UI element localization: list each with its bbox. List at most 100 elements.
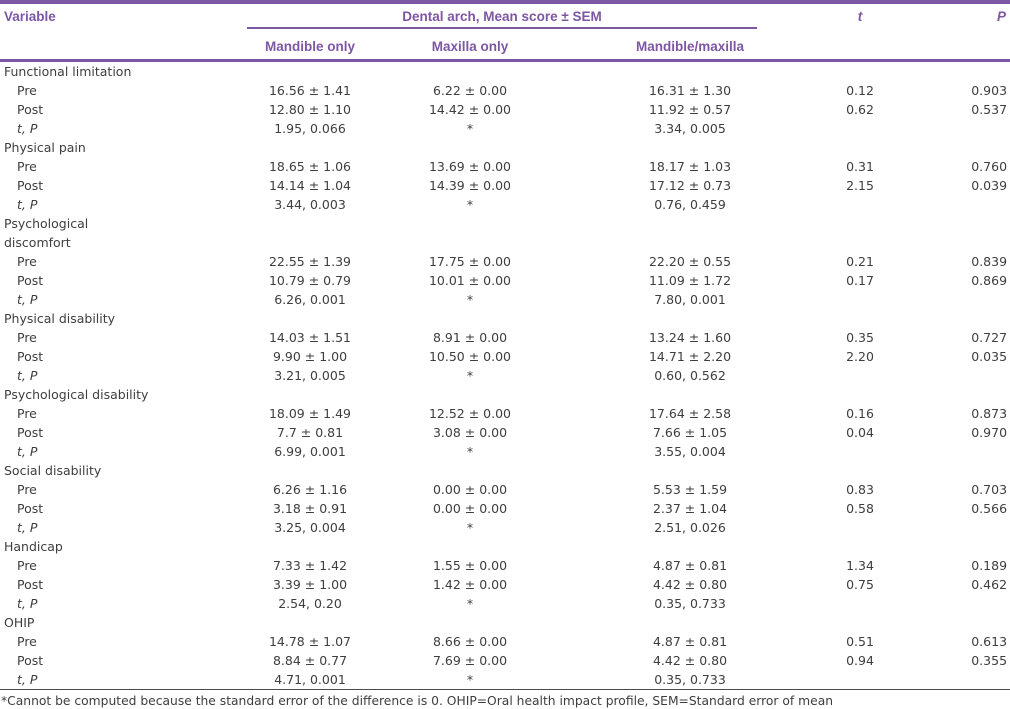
header-p: P xyxy=(905,2,1010,62)
cell: 14.78 ± 1.07 xyxy=(268,634,352,649)
cell: 18.09 ± 1.49 xyxy=(268,406,352,421)
cell: 17.75 ± 0.00 xyxy=(428,254,512,269)
cell: 0.839 xyxy=(971,254,1008,269)
cell: 0.00 ± 0.00 xyxy=(432,482,508,497)
table-footnote: *Cannot be computed because the standard… xyxy=(1,694,834,708)
cell: 2.20 xyxy=(846,349,874,364)
cell: 18.65 ± 1.06 xyxy=(268,159,352,174)
row-label: t, P xyxy=(17,197,38,212)
cell xyxy=(815,119,905,138)
table-header: Variable Dental arch, Mean score ± SEM t… xyxy=(0,2,1010,62)
cell xyxy=(905,366,1010,385)
cell: 17.64 ± 2.58 xyxy=(648,406,732,421)
cell: 17.12 ± 0.73 xyxy=(648,178,732,193)
row-label: Pre xyxy=(17,558,37,573)
section-label-row: OHIP xyxy=(0,613,1010,632)
cell xyxy=(815,518,905,537)
cell: 0.17 xyxy=(846,273,874,288)
header-t: t xyxy=(815,2,906,62)
row-label: Pre xyxy=(17,406,37,421)
section-label-row: Handicap xyxy=(0,537,1010,556)
cell xyxy=(905,119,1010,138)
cell: 0.613 xyxy=(971,634,1008,649)
cell: 22.55 ± 1.39 xyxy=(268,254,352,269)
cell: 0.35 xyxy=(846,330,874,345)
cell: * xyxy=(466,197,474,212)
cell: * xyxy=(466,520,474,535)
cell: 0.04 xyxy=(846,425,874,440)
header-sub-maxilla-only: Maxilla only xyxy=(375,33,565,62)
cell: 14.39 ± 0.00 xyxy=(428,178,512,193)
cell: 10.50 ± 0.00 xyxy=(428,349,512,364)
cell: 4.71, 0.001 xyxy=(274,672,346,687)
cell xyxy=(905,670,1010,690)
cell: 3.39 ± 1.00 xyxy=(272,577,348,592)
section-label: Psychological disability xyxy=(4,387,149,402)
cell: 3.21, 0.005 xyxy=(274,368,346,383)
cell: 0.537 xyxy=(971,102,1008,117)
cell: 9.90 ± 1.00 xyxy=(272,349,348,364)
data-row: t, P 6.26, 0.001 * 7.80, 0.001 xyxy=(0,290,1010,309)
cell: 0.21 xyxy=(846,254,874,269)
data-row: Post 10.79 ± 0.79 10.01 ± 0.00 11.09 ± 1.72… xyxy=(0,271,1010,290)
data-row: t, P 3.21, 0.005 * 0.60, 0.562 xyxy=(0,366,1010,385)
row-label: Pre xyxy=(17,330,37,345)
cell: 7.80, 0.001 xyxy=(654,292,726,307)
row-label: Pre xyxy=(17,254,37,269)
section-label: Handicap xyxy=(4,539,63,554)
cell: 0.039 xyxy=(971,178,1008,193)
cell: 8.91 ± 0.00 xyxy=(432,330,508,345)
cell: 7.69 ± 0.00 xyxy=(432,653,508,668)
cell: 0.462 xyxy=(971,577,1008,592)
cell: 6.26, 0.001 xyxy=(274,292,346,307)
cell xyxy=(815,366,905,385)
cell: 0.58 xyxy=(846,501,874,516)
data-row: Post 7.7 ± 0.81 3.08 ± 0.00 7.66 ± 1.05 0.04… xyxy=(0,423,1010,442)
cell: 14.03 ± 1.51 xyxy=(268,330,352,345)
cell: 1.95, 0.066 xyxy=(274,121,346,136)
section-label-row: Functional limitation xyxy=(0,61,1010,82)
header-row-2: Mandible only Maxilla only Mandible/maxi… xyxy=(0,33,1010,62)
row-label: t, P xyxy=(17,292,38,307)
cell: 13.24 ± 1.60 xyxy=(648,330,732,345)
cell: 5.53 ± 1.59 xyxy=(652,482,728,497)
cell: 14.42 ± 0.00 xyxy=(428,102,512,117)
cell: 1.34 xyxy=(846,558,874,573)
cell: 14.14 ± 1.04 xyxy=(268,178,352,193)
results-table: Variable Dental arch, Mean score ± SEM t… xyxy=(0,0,1010,690)
row-label: Post xyxy=(17,653,44,668)
section-label: Physical pain xyxy=(4,140,86,155)
cell: 0.903 xyxy=(971,83,1008,98)
cell xyxy=(815,670,905,690)
cell: 0.035 xyxy=(971,349,1008,364)
cell: 0.35, 0.733 xyxy=(654,596,726,611)
data-row: Pre 7.33 ± 1.42 1.55 ± 0.00 4.87 ± 0.81 1.34… xyxy=(0,556,1010,575)
header-sub-mandible-only: Mandible only xyxy=(245,33,375,62)
data-row: Pre 14.78 ± 1.07 8.66 ± 0.00 4.87 ± 0.81 0.5… xyxy=(0,632,1010,651)
cell: 8.66 ± 0.00 xyxy=(432,634,508,649)
row-label: Post xyxy=(17,273,44,288)
data-row: Pre 18.09 ± 1.49 12.52 ± 0.00 17.64 ± 2.58 0… xyxy=(0,404,1010,423)
cell: 0.189 xyxy=(971,558,1008,573)
cell: 16.31 ± 1.30 xyxy=(648,83,732,98)
row-label: Post xyxy=(17,501,44,516)
data-row: Pre 6.26 ± 1.16 0.00 ± 0.00 5.53 ± 1.59 0.83… xyxy=(0,480,1010,499)
cell: 0.62 xyxy=(846,102,874,117)
cell: 0.869 xyxy=(971,273,1008,288)
cell xyxy=(905,290,1010,309)
cell: 18.17 ± 1.03 xyxy=(648,159,732,174)
data-row: t, P 4.71, 0.001 * 0.35, 0.733 xyxy=(0,670,1010,690)
cell: * xyxy=(466,121,474,136)
cell: 1.55 ± 0.00 xyxy=(432,558,508,573)
data-row: Pre 22.55 ± 1.39 17.75 ± 0.00 22.20 ± 0.55 0… xyxy=(0,252,1010,271)
cell: 4.42 ± 0.80 xyxy=(652,577,728,592)
cell: 0.873 xyxy=(971,406,1008,421)
cell: 0.60, 0.562 xyxy=(654,368,726,383)
header-dental-arch-span: Dental arch, Mean score ± SEM xyxy=(245,2,815,33)
data-row: t, P 3.25, 0.004 * 2.51, 0.026 xyxy=(0,518,1010,537)
cell: 2.51, 0.026 xyxy=(654,520,726,535)
cell: * xyxy=(466,672,474,687)
section-label-row: Physical disability xyxy=(0,309,1010,328)
section-label: Psychological xyxy=(4,216,89,231)
section-label: Functional limitation xyxy=(4,64,132,79)
